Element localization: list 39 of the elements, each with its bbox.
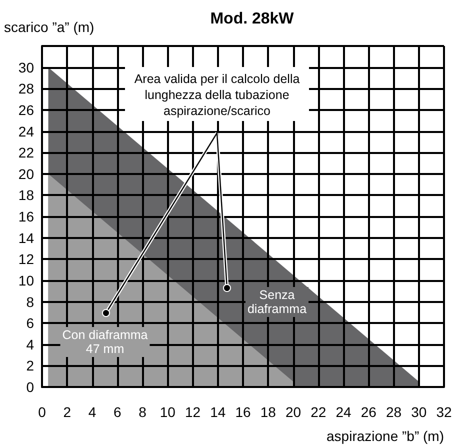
- y-tick-label: 14: [18, 230, 34, 246]
- x-tick-label: 32: [436, 404, 452, 420]
- x-tick-label: 6: [113, 404, 122, 420]
- x-tick-label: 10: [160, 404, 176, 420]
- x-tick-label: 0: [38, 404, 46, 420]
- y-tick-label: 22: [18, 144, 34, 161]
- x-tick-label: 8: [138, 404, 147, 420]
- x-tick-label: 16: [235, 404, 251, 420]
- annotation: Area valida per il calcolo della lunghezza della tubazione aspirazione/scarico: [134, 72, 300, 118]
- chart-title: Mod. 28kW: [210, 10, 295, 28]
- annotation: Con diaframma 47 mm: [62, 328, 148, 356]
- y-tick-label: 0: [26, 379, 34, 395]
- x-tick-label: 26: [360, 404, 377, 420]
- x-tick-label: 18: [260, 404, 276, 420]
- y-tick-label: 28: [18, 80, 34, 97]
- y-tick-label: 4: [26, 336, 34, 352]
- x-tick-label: 24: [336, 404, 352, 420]
- x-tick-label: 2: [63, 404, 72, 420]
- y-tick-label: 16: [18, 208, 34, 224]
- y-tick-label: 26: [18, 102, 34, 118]
- y-tick-label: 24: [18, 123, 34, 140]
- y-tick-label: 20: [18, 166, 34, 182]
- x-tick-label: 28: [386, 404, 402, 420]
- y-tick-label: 12: [18, 251, 34, 268]
- y-tick-label: 8: [26, 294, 34, 310]
- x-tick-label: 12: [184, 404, 201, 420]
- x-tick-label: 4: [88, 404, 96, 420]
- y-tick-label: 18: [18, 187, 34, 204]
- x-tick-label: 20: [285, 404, 302, 420]
- x-tick-label: 14: [210, 404, 226, 420]
- y-tick-label: 2: [26, 358, 34, 374]
- annotation: Senza diaframma: [247, 288, 307, 316]
- y-tick-label: 30: [18, 59, 34, 76]
- x-axis-title: aspirazione ”b” (m): [326, 428, 444, 444]
- y-tick-label: 10: [18, 272, 34, 288]
- y-tick-label: 6: [26, 315, 34, 332]
- y-axis-title: scarico ”a” (m): [4, 19, 94, 35]
- x-tick-label: 30: [411, 404, 427, 420]
- x-tick-label: 22: [310, 404, 326, 420]
